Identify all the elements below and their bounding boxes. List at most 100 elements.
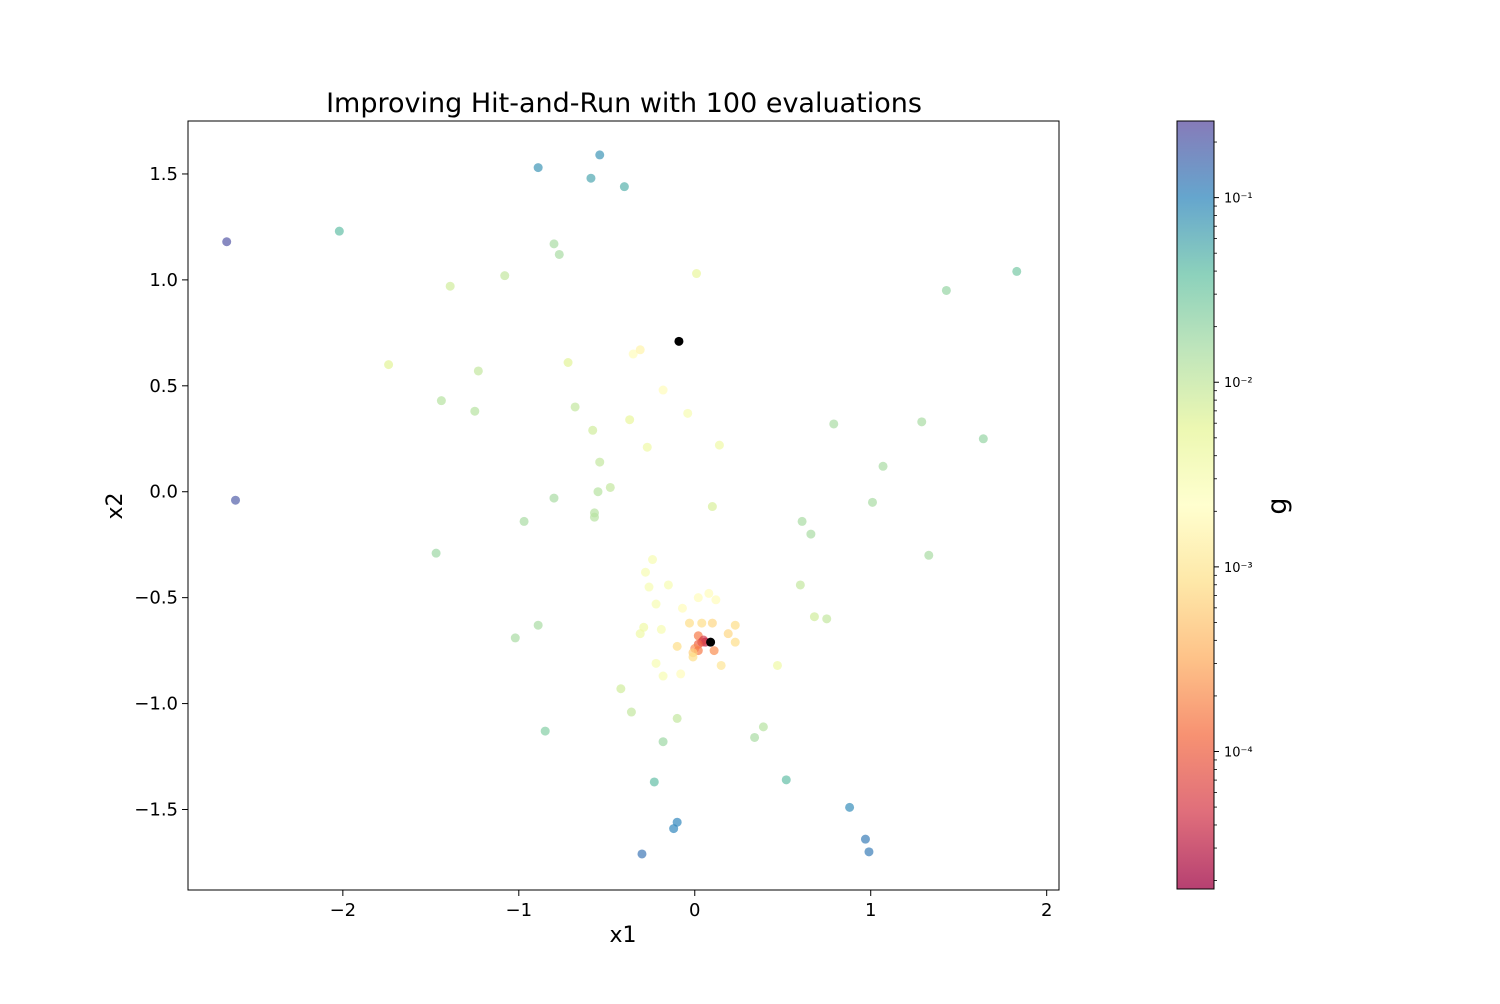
y-tick-label: −1.5: [134, 799, 178, 820]
data-point: [549, 239, 559, 249]
data-point: [672, 641, 682, 651]
data-point: [540, 726, 550, 736]
data-point: [586, 173, 596, 183]
data-point: [1012, 266, 1022, 276]
data-point: [595, 457, 605, 467]
data-point: [635, 345, 645, 355]
data-point: [809, 612, 819, 622]
data-point: [723, 629, 733, 639]
data-point: [658, 671, 668, 681]
colorbar: 10⁻¹ 10⁻² 10⁻³ 10⁻⁴ g: [1176, 120, 1293, 890]
data-point: [510, 633, 520, 643]
data-point: [750, 732, 760, 742]
data-point: [605, 482, 615, 492]
data-point: [707, 502, 717, 512]
colorbar-ticks: 10⁻¹ 10⁻² 10⁻³ 10⁻⁴: [1214, 141, 1253, 881]
y-tick-label: 1.5: [149, 164, 178, 185]
data-point: [864, 847, 874, 857]
data-point: [626, 707, 636, 717]
data-point: [917, 417, 927, 427]
data-point: [500, 271, 510, 281]
data-point: [676, 669, 686, 679]
data-point: [656, 624, 666, 634]
points-layer: [222, 150, 1022, 859]
data-point: [714, 440, 724, 450]
data-point: [669, 824, 679, 834]
data-point: [628, 349, 638, 359]
data-point: [806, 529, 816, 539]
plot-area: [187, 120, 1060, 891]
data-point: [772, 660, 782, 670]
x-tick-label: 2: [1041, 900, 1052, 921]
data-point: [334, 226, 344, 236]
colorbar-tick-label: 10⁻³: [1224, 561, 1253, 576]
data-point: [795, 580, 805, 590]
data-point: [570, 402, 580, 412]
x-axis-label: x1: [609, 923, 636, 948]
data-point: [716, 660, 726, 670]
colorbar-tick-label: 10⁻⁴: [1224, 746, 1253, 761]
y-tick-label: 0.5: [149, 376, 178, 397]
data-point: [470, 406, 480, 416]
y-tick-label: 1.0: [149, 270, 178, 291]
data-point: [845, 802, 855, 812]
data-point: [473, 366, 483, 376]
y-tick-label: 0.0: [149, 482, 178, 503]
colorbar-tick-label: 10⁻²: [1224, 376, 1253, 391]
data-point: [554, 249, 564, 259]
data-point: [683, 408, 693, 418]
data-point: [651, 658, 661, 668]
data-point: [222, 237, 232, 247]
data-point: [593, 487, 603, 497]
data-point: [663, 580, 673, 590]
data-point: [589, 512, 599, 522]
data-point: [625, 415, 635, 425]
y-tick-label: −1.0: [134, 694, 178, 715]
x-tick-label: −1: [506, 900, 533, 921]
data-point: [648, 555, 658, 565]
data-point: [688, 652, 698, 662]
data-point: [519, 516, 529, 526]
data-point: [860, 834, 870, 844]
data-point: [693, 593, 703, 603]
x-tick-label: −2: [330, 900, 357, 921]
data-point: [588, 425, 598, 435]
data-point: [533, 620, 543, 630]
data-point: [677, 603, 687, 613]
highlight-point: [706, 637, 716, 647]
data-point: [651, 599, 661, 609]
data-point: [436, 396, 446, 406]
chart-title: Improving Hit-and-Run with 100 evaluatio…: [326, 88, 922, 119]
data-point: [867, 497, 877, 507]
data-point: [431, 548, 441, 558]
data-point: [563, 358, 573, 368]
data-point: [549, 493, 559, 503]
data-point: [637, 849, 647, 859]
data-point: [822, 614, 832, 624]
data-point: [231, 495, 241, 505]
data-point: [697, 618, 707, 628]
highlight-point: [674, 336, 684, 346]
colorbar-label: g: [1262, 497, 1293, 514]
data-point: [829, 419, 839, 429]
y-axis-label: x2: [103, 492, 128, 519]
data-point: [649, 777, 659, 787]
x-tick-label: 1: [865, 900, 876, 921]
data-point: [635, 629, 645, 639]
data-point: [619, 182, 629, 192]
data-point: [711, 595, 721, 605]
data-point: [533, 163, 543, 173]
data-point: [730, 620, 740, 630]
colorbar-tick-label: 10⁻¹: [1224, 192, 1253, 207]
data-point: [595, 150, 605, 160]
data-point: [797, 516, 807, 526]
data-point: [684, 618, 694, 628]
x-axis: −2 −1 0 1 2: [330, 890, 1052, 921]
data-point: [781, 775, 791, 785]
data-point: [878, 461, 888, 471]
data-point: [644, 582, 654, 592]
data-point: [658, 385, 668, 395]
y-tick-label: −0.5: [134, 588, 178, 609]
